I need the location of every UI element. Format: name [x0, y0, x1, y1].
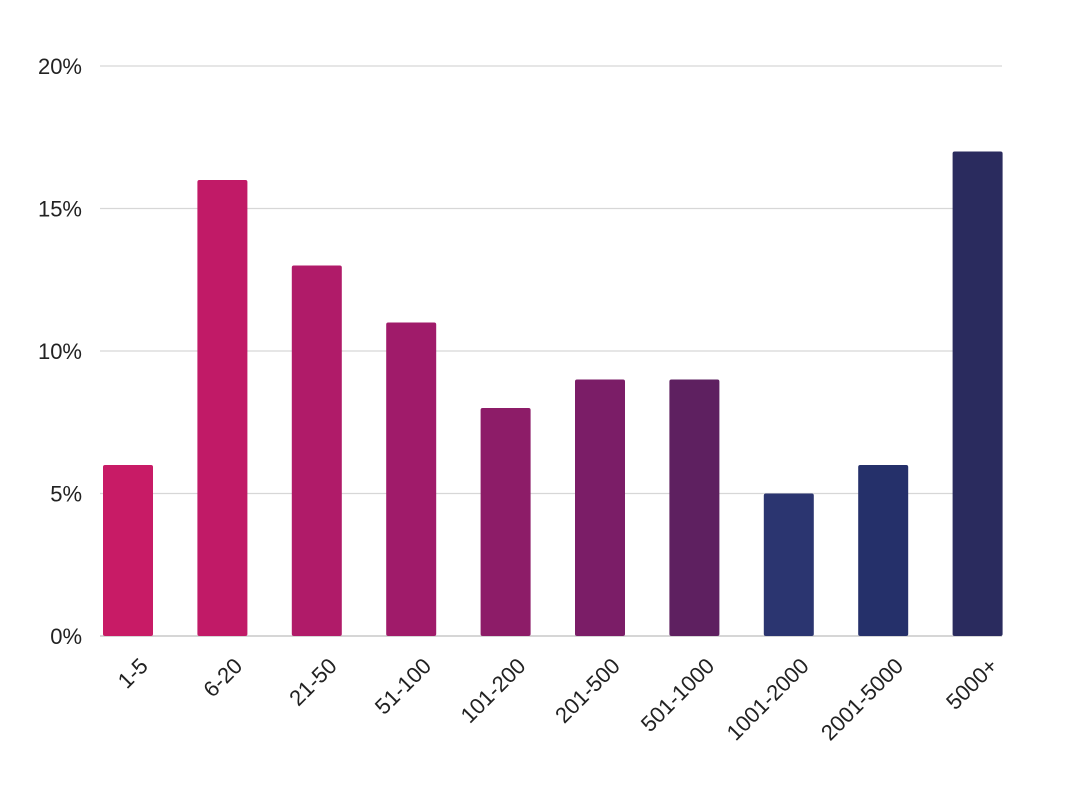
y-axis-tick-labels: 0% 5% 10% 15% 20% [38, 54, 82, 649]
bar-2001-5000 [858, 465, 909, 636]
y-tick-label: 0% [50, 624, 82, 649]
y-tick-label: 15% [38, 197, 82, 222]
x-tick-label: 6-20 [198, 653, 247, 702]
bar-6-20 [197, 180, 248, 636]
x-tick-label: 101-200 [456, 653, 531, 728]
x-tick-label: 501-1000 [636, 653, 719, 736]
y-tick-label: 20% [38, 54, 82, 79]
x-tick-label: 1-5 [113, 653, 153, 693]
bar-501-1000 [669, 379, 720, 636]
y-tick-label: 5% [50, 482, 82, 507]
x-tick-label: 51-100 [370, 653, 436, 719]
grid-lines [100, 65, 1002, 637]
bar-101-200 [480, 408, 531, 636]
x-tick-label: 1001-2000 [722, 653, 814, 745]
bar-21-50 [291, 265, 342, 636]
x-tick-label: 21-50 [284, 653, 341, 710]
bar-5000+ [952, 151, 1003, 636]
bars [103, 151, 1003, 636]
x-tick-label: 201-500 [550, 653, 625, 728]
y-tick-label: 10% [38, 339, 82, 364]
bar-51-100 [386, 322, 437, 636]
x-axis-tick-labels: 1-5 6-20 21-50 51-100 101-200 201-500 501-1000… [113, 653, 1003, 745]
x-tick-label: 5000+ [941, 653, 1002, 714]
bar-1-5 [103, 465, 153, 636]
bar-201-500 [575, 379, 625, 636]
x-tick-label: 2001-5000 [816, 653, 908, 745]
bar-1001-2000 [763, 493, 814, 636]
